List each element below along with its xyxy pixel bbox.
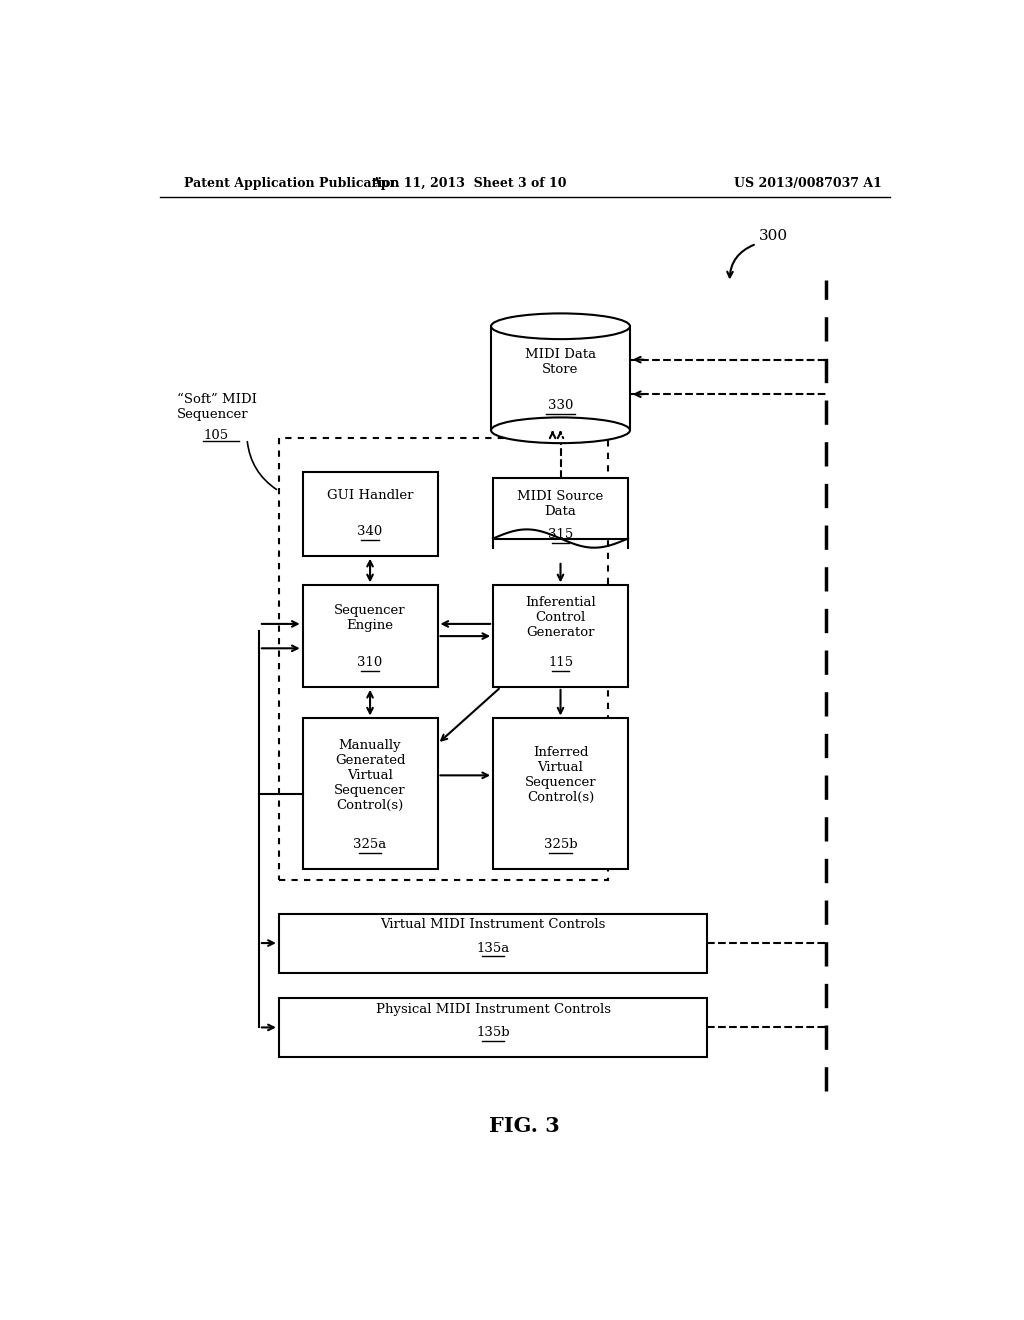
Text: Inferred
Virtual
Sequencer
Control(s): Inferred Virtual Sequencer Control(s) — [524, 746, 596, 804]
Ellipse shape — [492, 417, 630, 444]
Text: Patent Application Publication: Patent Application Publication — [183, 177, 399, 190]
Text: “Soft” MIDI
Sequencer: “Soft” MIDI Sequencer — [177, 393, 257, 421]
Text: Sequencer
Engine: Sequencer Engine — [334, 603, 406, 632]
FancyBboxPatch shape — [279, 913, 708, 973]
Text: 115: 115 — [548, 656, 573, 669]
FancyBboxPatch shape — [494, 585, 628, 686]
FancyBboxPatch shape — [494, 478, 628, 539]
Text: GUI Handler: GUI Handler — [327, 490, 414, 503]
Text: 330: 330 — [548, 400, 573, 412]
Text: Apr. 11, 2013  Sheet 3 of 10: Apr. 11, 2013 Sheet 3 of 10 — [372, 177, 567, 190]
Text: 325b: 325b — [544, 838, 578, 851]
Text: Manually
Generated
Virtual
Sequencer
Control(s): Manually Generated Virtual Sequencer Con… — [334, 739, 406, 812]
Text: 315: 315 — [548, 528, 573, 541]
FancyBboxPatch shape — [492, 326, 630, 430]
Text: Inferential
Control
Generator: Inferential Control Generator — [525, 597, 596, 639]
Ellipse shape — [492, 313, 630, 339]
Text: MIDI Data
Store: MIDI Data Store — [525, 347, 596, 376]
Text: 300: 300 — [759, 228, 788, 243]
FancyBboxPatch shape — [303, 585, 437, 686]
Text: Physical MIDI Instrument Controls: Physical MIDI Instrument Controls — [376, 1003, 610, 1015]
Text: 135a: 135a — [476, 941, 510, 954]
FancyBboxPatch shape — [494, 718, 628, 869]
Text: 340: 340 — [357, 525, 383, 539]
Text: Virtual MIDI Instrument Controls: Virtual MIDI Instrument Controls — [380, 919, 606, 932]
Text: 325a: 325a — [353, 838, 387, 851]
FancyBboxPatch shape — [303, 718, 437, 869]
Text: 135b: 135b — [476, 1026, 510, 1039]
Text: 310: 310 — [357, 656, 383, 669]
Text: FIG. 3: FIG. 3 — [489, 1115, 560, 1137]
Text: MIDI Source
Data: MIDI Source Data — [517, 490, 603, 517]
Text: US 2013/0087037 A1: US 2013/0087037 A1 — [734, 177, 882, 190]
Text: 105: 105 — [204, 429, 228, 442]
FancyBboxPatch shape — [303, 473, 437, 556]
FancyBboxPatch shape — [279, 998, 708, 1057]
